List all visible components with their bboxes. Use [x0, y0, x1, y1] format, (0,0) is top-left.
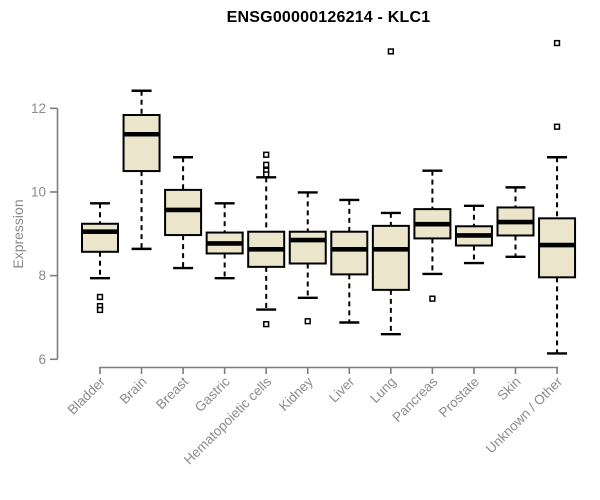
x-tick-label-prostate: Prostate [436, 374, 482, 420]
x-tick-label-bladder: Bladder [65, 374, 109, 418]
outlier-point-unknown-other [553, 39, 561, 47]
outlier-point-bladder [96, 306, 104, 314]
box-unknown-other [538, 217, 577, 279]
x-tick-label-unknown-other: Unknown / Other [483, 374, 566, 457]
x-tick-label-lung: Lung [367, 374, 399, 406]
box-lung [371, 224, 410, 291]
x-tick-label-pancreas: Pancreas [390, 374, 441, 425]
outlier-point-bladder [96, 293, 104, 301]
y-tick-label: 8 [38, 268, 46, 283]
y-tick-label: 12 [31, 101, 46, 116]
box-liver [330, 230, 369, 276]
box-kidney [288, 230, 327, 265]
outlier-point-hematopoietic-cells [263, 171, 270, 178]
outlier-point-lung [387, 48, 395, 55]
outlier-point-hematopoietic-cells [263, 151, 270, 158]
box-breast [164, 188, 203, 237]
outlier-point-kidney [304, 318, 311, 325]
x-tick-label-skin: Skin [494, 374, 523, 403]
outlier-point-pancreas [429, 295, 436, 302]
x-tick-label-gastric: Gastric [192, 374, 233, 415]
outlier-point-unknown-other [553, 123, 561, 130]
x-tick-label-brain: Brain [117, 374, 150, 407]
box-brain [122, 114, 161, 173]
chart-title: ENSG00000126214 - KLC1 [226, 9, 431, 26]
outlier-point-hematopoietic-cells [263, 161, 270, 168]
y-tick-label: 6 [38, 352, 46, 367]
box-bladder [81, 222, 119, 253]
x-tick-label-breast: Breast [153, 374, 191, 412]
outlier-point-hematopoietic-cells [263, 321, 270, 328]
x-tick-label-kidney: Kidney [276, 374, 316, 414]
y-tick-label: 10 [31, 184, 46, 199]
x-tick-label-liver: Liver [326, 374, 358, 406]
